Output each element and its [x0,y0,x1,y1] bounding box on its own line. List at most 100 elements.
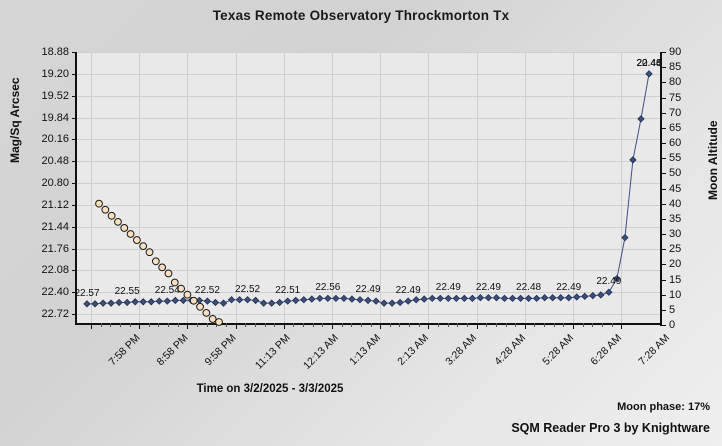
data-point-magnitude [91,300,99,308]
y-tick-label-left: 20.16 [41,133,69,146]
x-tick-minor [486,323,488,327]
data-point-label: 22.49 [435,282,461,294]
data-point-magnitude [131,298,139,306]
y-tick-right [660,203,666,205]
y-tick-label-right: 75 [669,91,682,104]
data-point-magnitude [348,295,356,303]
x-tick-minor [438,323,440,327]
x-tick-label: 11:13 PM [252,332,293,372]
gridline-vertical [621,52,623,323]
data-point-moon-altitude [183,290,192,299]
y-tick-right [660,264,666,266]
y-tick-label-left: 22.72 [41,308,69,321]
gridline-vertical [524,52,526,323]
x-tick-label: 4:28 AM [491,332,528,368]
x-tick-minor [592,323,594,327]
x-tick-label: 1:13 AM [347,332,384,368]
data-point-magnitude [420,295,428,303]
data-point-magnitude [211,298,220,307]
y-axis-title-right: Moon Altitude [706,120,720,200]
data-point-magnitude [179,296,188,305]
x-tick-minor [389,323,391,327]
data-point-moon-altitude [164,269,173,278]
data-point-magnitude [516,294,525,303]
gridline-horizontal [77,117,660,119]
x-tick-minor [544,323,546,327]
y-tick-label-right: 30 [669,228,682,240]
series-layer [83,70,653,326]
data-point-moon-altitude [114,217,122,226]
data-point-magnitude [107,299,115,307]
x-tick-minor [341,323,343,327]
y-tick-left [72,139,77,141]
y-tick-right [660,67,666,69]
x-tick-minor [360,323,362,327]
y-tick-left [72,248,77,250]
data-point-label: 22.55 [114,286,140,298]
data-point-magnitude [557,294,565,302]
y-tick-right [660,188,666,190]
y-tick-label-right: 10 [669,288,682,301]
data-point-label: 22.49 [395,285,421,297]
data-point-moon-altitude [139,242,148,251]
y-tick-left [72,95,77,97]
x-tick [139,323,141,329]
x-tick [332,323,333,329]
data-point-magnitude [251,296,260,305]
x-tick-minor [505,323,507,327]
data-point-magnitude [524,294,533,303]
data-point-label: 22.49 [355,284,381,296]
y-tick-label-right: 50 [669,167,682,180]
x-tick-minor [495,323,497,327]
y-tick-label-left: 19.52 [41,89,69,102]
y-tick-right [660,97,666,99]
x-tick-label: 3:28 AM [443,332,480,368]
y-tick-label-right: 0 [669,319,676,331]
x-tick-minor [110,323,112,327]
x-tick [573,323,574,329]
x-tick-minor [264,323,266,327]
y-axis-right-line [660,52,662,325]
x-tick-label: 7:58 PM [106,332,143,369]
data-point-magnitude [171,296,179,305]
y-tick-label-right: 5 [669,303,676,316]
data-point-magnitude [115,298,123,307]
gridline-vertical [283,52,285,323]
data-point-magnitude [452,294,460,303]
data-point-label: 20.46 [636,57,662,69]
x-tick-minor [293,323,295,327]
gridline-horizontal [77,226,660,228]
gridline-vertical [187,52,189,323]
data-point-magnitude [484,294,493,302]
x-tick-minor [197,323,199,327]
data-point-moon-altitude [158,263,167,272]
x-tick-minor [399,323,401,327]
y-tick-right [660,234,666,235]
x-tick-minor [168,323,170,327]
y-tick-right [660,173,666,175]
data-point-magnitude [276,298,284,307]
x-tick-minor [563,323,565,327]
data-point-magnitude [589,291,597,300]
y-tick-label-right: 90 [669,46,682,58]
y-tick-label-right: 70 [669,106,682,119]
gridline-vertical [573,52,574,323]
data-point-magnitude [412,296,420,304]
data-point-moon-altitude [145,248,154,257]
x-tick-minor [611,323,613,327]
y-tick-left [72,117,77,119]
data-point-magnitude [597,291,605,299]
x-tick [235,323,237,329]
data-point-label: 22.48 [516,282,542,294]
data-point-magnitude [243,296,252,304]
data-point-magnitude [340,294,348,303]
gridline-horizontal [77,52,660,53]
y-tick-label-right: 85 [669,61,682,74]
data-point-magnitude [235,296,244,304]
data-point-magnitude [372,297,380,305]
data-point-magnitude [508,294,517,303]
y-tick-left [72,73,77,75]
y-tick-label-right: 65 [669,121,682,134]
data-point-moon-altitude [202,308,211,317]
data-point-magnitude [227,296,236,304]
